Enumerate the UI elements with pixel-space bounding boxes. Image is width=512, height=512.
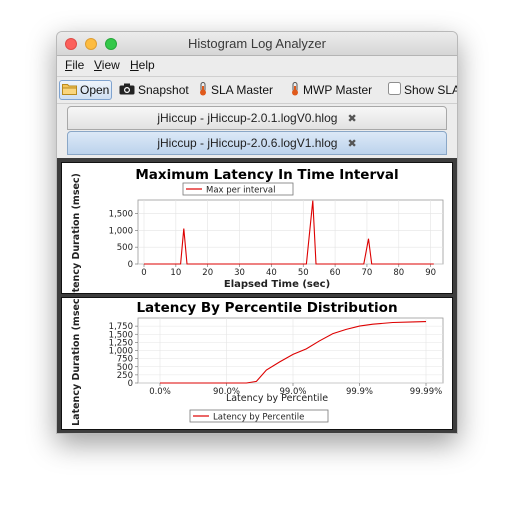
x-tick-label: 50 <box>298 268 309 278</box>
camera-icon <box>119 83 135 98</box>
y-axis-label: Latency Duration (msec) <box>71 173 82 293</box>
x-tick-label: 90.0% <box>213 387 240 397</box>
open-button[interactable]: Open <box>59 80 113 100</box>
mwp-master-button[interactable]: MWP Master <box>290 80 372 100</box>
x-tick-label: 10 <box>170 268 181 278</box>
x-tick-label: 99.9% <box>346 387 373 397</box>
checkbox-icon <box>388 82 401 98</box>
y-tick-label: 500 <box>117 363 133 373</box>
tab-log-v0[interactable]: jHiccup - jHiccup-2.0.1.logV0.hlog ✖ <box>67 106 447 130</box>
mwp-master-label: MWP Master <box>303 83 373 97</box>
thermometer-icon <box>290 81 300 99</box>
snapshot-label: Snapshot <box>138 83 189 97</box>
zoom-window-button[interactable] <box>105 38 117 50</box>
chart-title: Maximum Latency In Time Interval <box>135 167 398 183</box>
x-tick-label: 20 <box>202 268 213 278</box>
x-tick-label: 99.99% <box>410 387 442 397</box>
menu-file[interactable]: File <box>65 58 85 72</box>
x-tick-label: 70 <box>362 268 373 278</box>
tab-label: jHiccup - jHiccup-2.0.1.logV0.hlog <box>157 111 338 125</box>
x-axis-label: Latency by Percentile <box>226 393 328 404</box>
open-label: Open <box>80 83 110 97</box>
x-tick-label: 30 <box>234 268 245 278</box>
sla-master-button[interactable]: SLA Master <box>198 80 273 100</box>
chart-title: Latency By Percentile Distribution <box>136 300 397 316</box>
toolbar: Open Snapshot SLA Master MWP Master Show… <box>57 77 457 104</box>
y-tick-label: 250 <box>117 371 133 381</box>
y-tick-label: 1,500 <box>109 209 133 219</box>
x-tick-label: 80 <box>393 268 404 278</box>
x-tick-label: 0.0% <box>149 387 171 397</box>
y-axis-label: Latency Duration (msec) <box>71 298 82 426</box>
max-latency-chart: Maximum Latency In Time Interval Max per… <box>71 167 444 305</box>
tab-log-v1[interactable]: jHiccup - jHiccup-2.0.6.logV1.hlog ✖ <box>67 131 447 155</box>
window-title: Histogram Log Analyzer <box>187 36 326 51</box>
chart-legend: Latency by Percentile <box>189 409 329 423</box>
y-tick-label: 1,000 <box>109 347 133 357</box>
chart-legend: Max per interval <box>182 182 294 196</box>
show-sla-label: Show SLA <box>404 83 458 97</box>
snapshot-button[interactable]: Snapshot <box>119 80 189 100</box>
y-tick-label: 1,500 <box>109 330 133 340</box>
max-latency-chart-panel: Maximum Latency In Time Interval Max per… <box>61 162 453 305</box>
y-tick-label: 0 <box>128 379 133 389</box>
y-tick-label: 0 <box>128 260 133 270</box>
y-tick-label: 1,250 <box>109 338 133 348</box>
y-tick-label: 1,000 <box>109 226 133 236</box>
title-bar[interactable]: Histogram Log Analyzer <box>57 32 457 56</box>
legend-label: Latency by Percentile <box>213 413 304 423</box>
close-tab-icon[interactable]: ✖ <box>347 137 357 150</box>
x-tick-label: 99.0% <box>279 387 306 397</box>
menu-bar: File View Help <box>57 56 457 77</box>
menu-help[interactable]: Help <box>130 58 155 72</box>
plot-area <box>137 199 444 265</box>
series-line <box>160 321 427 384</box>
x-tick-label: 0 <box>141 268 146 278</box>
close-window-button[interactable] <box>65 38 77 50</box>
y-tick-label: 1,750 <box>109 322 133 332</box>
minimize-window-button[interactable] <box>85 38 97 50</box>
tab-label: jHiccup - jHiccup-2.0.6.logV1.hlog <box>157 136 338 150</box>
charts-area: Maximum Latency In Time Interval Max per… <box>57 158 457 433</box>
x-tick-label: 60 <box>330 268 341 278</box>
menu-view[interactable]: View <box>94 58 120 72</box>
x-tick-label: 90 <box>425 268 436 278</box>
close-tab-icon[interactable]: ✖ <box>347 112 357 125</box>
folder-icon <box>62 83 77 98</box>
sla-master-label: SLA Master <box>211 83 274 97</box>
x-axis-label: Elapsed Time (sec) <box>224 279 330 290</box>
file-tabs: jHiccup - jHiccup-2.0.1.logV0.hlog ✖ jHi… <box>57 104 457 158</box>
y-tick-label: 500 <box>117 243 133 253</box>
series-line <box>144 200 434 265</box>
app-window: Histogram Log Analyzer File View Help Op… <box>56 31 458 434</box>
legend-label: Max per interval <box>206 186 276 196</box>
percentile-chart: Latency By Percentile Distribution Laten… <box>71 294 444 426</box>
y-tick-label: 750 <box>117 355 133 365</box>
x-tick-label: 40 <box>266 268 277 278</box>
percentile-chart-panel: Latency By Percentile Distribution Laten… <box>61 294 453 430</box>
show-sla-checkbox[interactable]: Show SLA <box>388 80 458 100</box>
thermometer-icon <box>198 81 208 99</box>
